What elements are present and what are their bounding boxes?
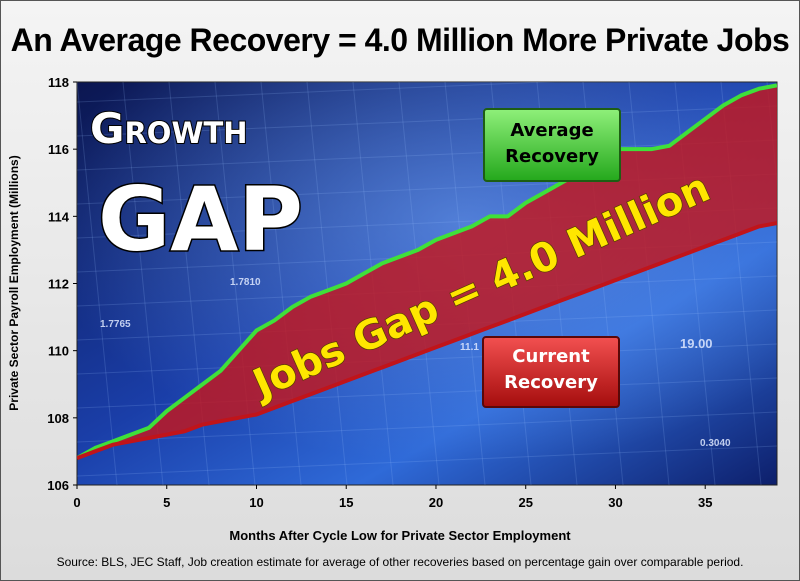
x-tick-label: 15: [339, 495, 353, 510]
bg-grid-line: [77, 445, 777, 477]
bg-grid-line: [77, 139, 777, 171]
chart-title: An Average Recovery = 4.0 Million More P…: [10, 22, 790, 58]
bg-grid-line: [77, 82, 556, 103]
bg-grid-line: [260, 82, 302, 485]
bg-grid-line: [306, 82, 348, 485]
x-tick-label: 35: [698, 495, 712, 510]
average-recovery-line: [77, 83, 777, 460]
average-recovery-box: [483, 108, 621, 182]
bg-number: 1.7810: [230, 277, 261, 288]
bg-number: 1.7765: [100, 319, 131, 330]
headline-growth: Growth: [90, 104, 248, 153]
x-tick-label: 20: [429, 495, 443, 510]
y-tick-label: 116: [48, 142, 69, 157]
x-tick-label: 0: [73, 495, 80, 510]
y-tick-label: 106: [47, 478, 69, 493]
bg-grid-line: [77, 82, 118, 485]
average-recovery-label-2: Recovery: [505, 146, 599, 167]
bg-grid-line: [77, 105, 777, 137]
current-recovery-label-2: Recovery: [504, 372, 598, 393]
current-recovery-label-1: Current: [512, 346, 590, 367]
x-tick-label: 5: [163, 495, 170, 510]
y-tick-label: 108: [47, 411, 69, 426]
bg-number: 19.00: [680, 336, 713, 351]
bg-grid-line: [77, 343, 777, 375]
bg-grid-line: [77, 411, 777, 443]
series-lines: [77, 83, 777, 461]
bg-number: 0.3040: [700, 438, 731, 449]
bg-grid-line: [122, 82, 164, 485]
headline-gap: GAP: [98, 168, 303, 271]
current-recovery-box: [482, 336, 620, 408]
average-recovery-label-1: Average: [510, 120, 593, 141]
axes: 106 108 110 112 114 116 118 0 5 10 15 20 25 30 35: [47, 75, 712, 510]
source-note: Source: BLS, JEC Staff, Job creation est…: [56, 555, 744, 569]
y-tick-label: 112: [48, 277, 69, 292]
y-tick-label: 118: [48, 75, 69, 90]
y-tick-label: 110: [48, 344, 69, 359]
x-tick-label: 30: [608, 495, 622, 510]
x-tick-label: 25: [518, 495, 532, 510]
current-recovery-line: [77, 221, 777, 461]
x-axis-label: Months After Cycle Low for Private Secto…: [229, 528, 571, 543]
bg-number: 11.1: [460, 342, 479, 353]
x-tick-label: 10: [249, 495, 263, 510]
y-tick-label: 114: [48, 209, 70, 224]
